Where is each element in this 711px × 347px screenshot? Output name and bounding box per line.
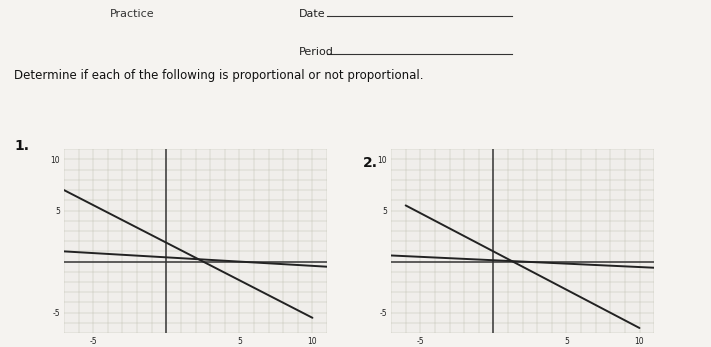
- Text: 2.: 2.: [363, 156, 378, 170]
- Text: 1.: 1.: [14, 139, 29, 153]
- Text: Practice: Practice: [110, 9, 155, 19]
- Text: Period: Period: [299, 47, 333, 57]
- Text: Date: Date: [299, 9, 325, 19]
- Text: Determine if each of the following is proportional or not proportional.: Determine if each of the following is pr…: [14, 69, 424, 82]
